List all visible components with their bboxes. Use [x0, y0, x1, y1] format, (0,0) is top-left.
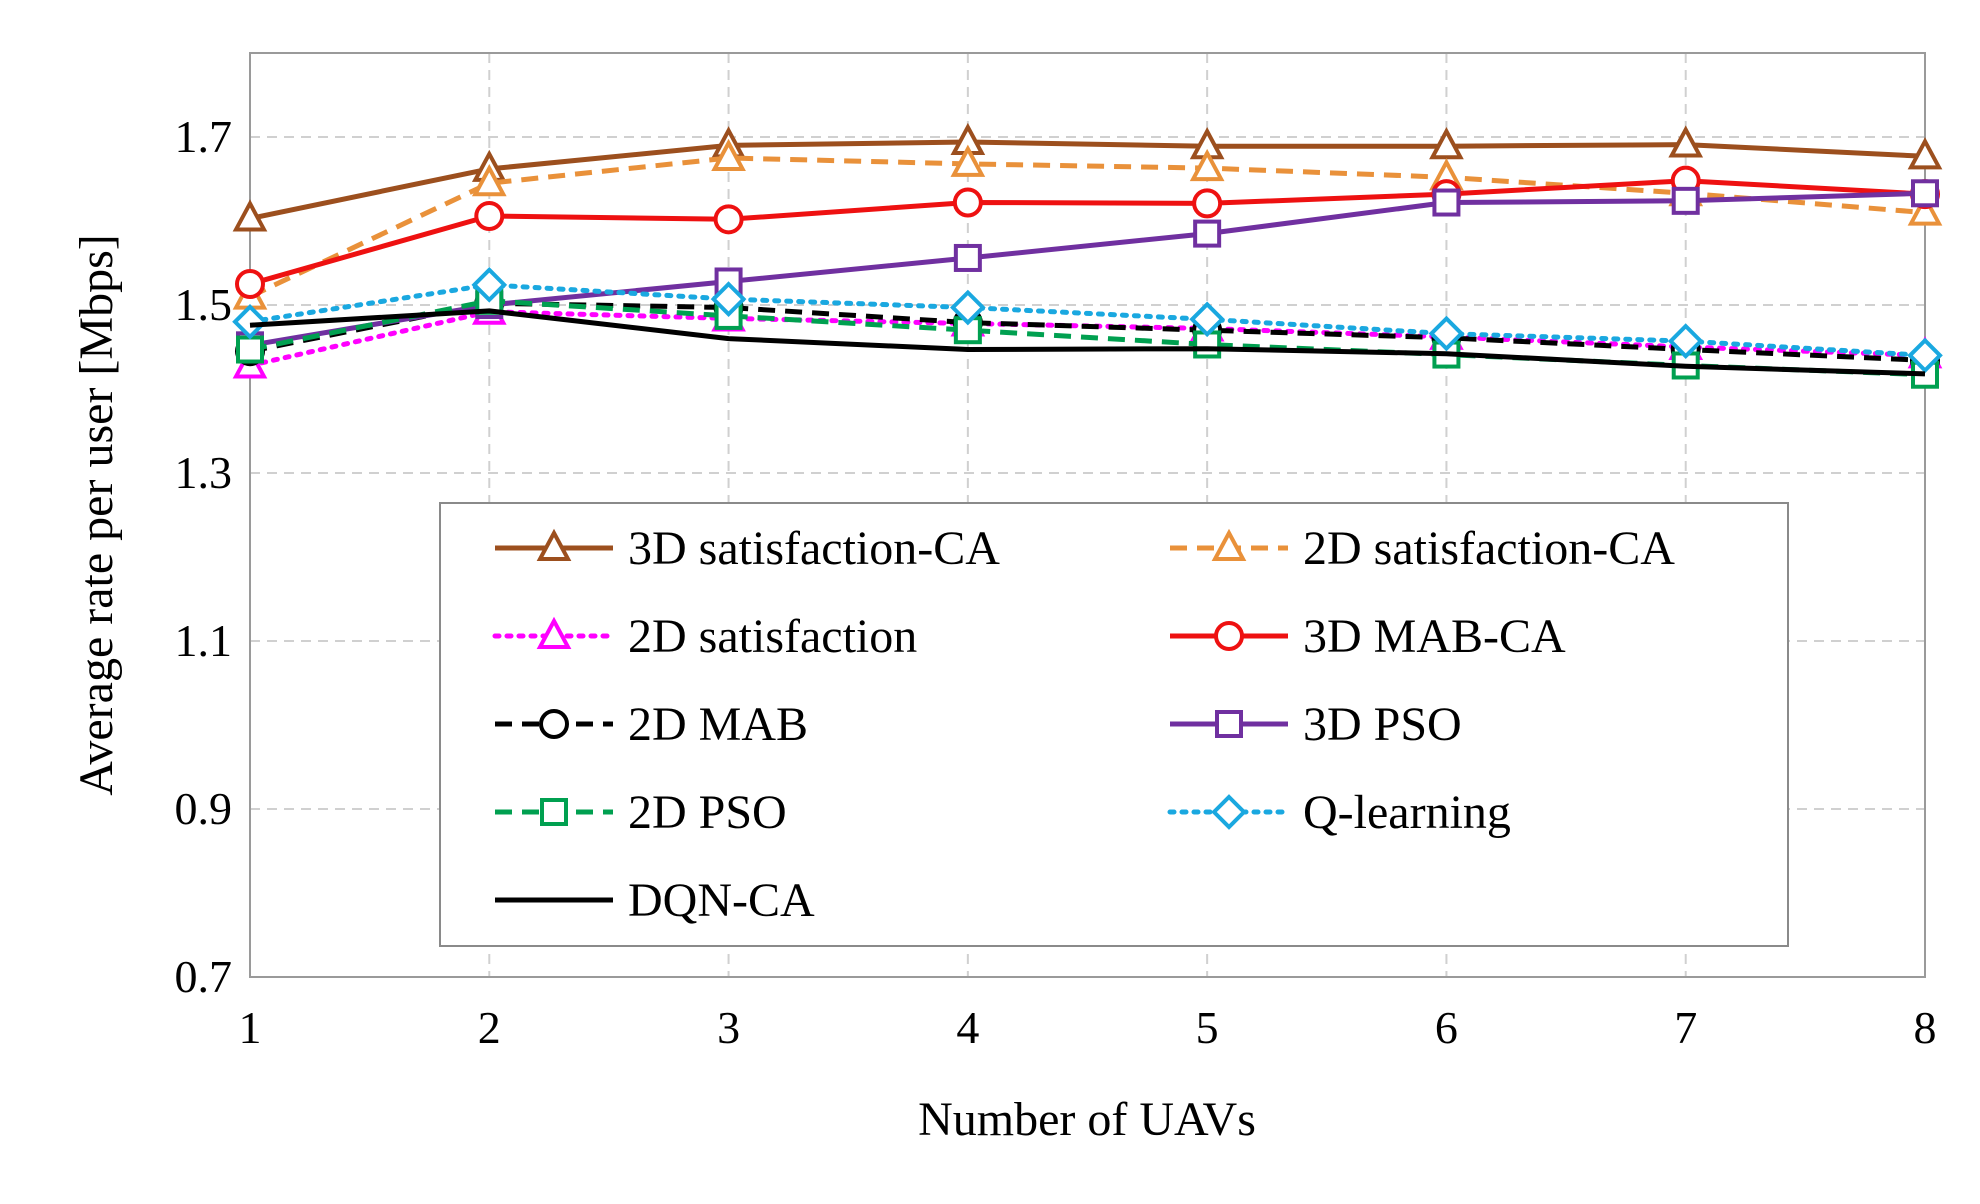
x-tick-label: 5: [1196, 1002, 1219, 1053]
data-point: [1428, 315, 1465, 352]
data-point: [232, 199, 268, 232]
data-point: [950, 289, 986, 326]
data-point: [713, 204, 744, 235]
legend-entry: 2D PSO: [495, 786, 787, 839]
series-line: [248, 155, 1926, 299]
y-axis-title: Average rate per user [Mbps]: [70, 234, 123, 796]
legend-entry: 2D MAB: [495, 698, 808, 751]
data-point: [1668, 125, 1704, 158]
data-point: [711, 138, 746, 171]
data-point: [1189, 148, 1225, 182]
data-point: [236, 335, 264, 364]
x-tick-label: 3: [717, 1002, 740, 1053]
legend-label: 2D PSO: [628, 786, 787, 839]
series-line: [249, 298, 1926, 378]
series-layer: [232, 122, 1943, 389]
legend: 3D satisfaction-CA 2D satisfaction-CA 2D s…: [439, 502, 1789, 947]
legend-label: 2D MAB: [628, 698, 808, 751]
data-point: [1911, 179, 1939, 208]
data-point: [953, 243, 982, 272]
y-tick-label: 0.7: [175, 951, 233, 1002]
data-point: [1907, 193, 1943, 226]
data-point: [471, 267, 508, 303]
series-line: [249, 308, 1926, 377]
y-tick-label: 1.3: [175, 447, 233, 498]
series-line: [247, 282, 1928, 358]
legend-label: 3D MAB-CA: [1303, 610, 1566, 663]
legend-swatch-marker: [539, 709, 569, 739]
data-point: [471, 163, 507, 197]
legend-label: 3D satisfaction-CA: [628, 522, 1000, 575]
data-point: [1189, 301, 1225, 338]
data-point: [232, 303, 268, 340]
x-axis-title: Number of UAVs: [918, 1093, 1256, 1146]
data-point: [1907, 137, 1943, 170]
legend-entry: 3D MAB-CA: [1170, 610, 1566, 663]
series-line: [249, 178, 1926, 287]
y-tick-label: 0.9: [175, 783, 233, 834]
x-tick-label: 4: [956, 1002, 979, 1053]
x-tick-label: 8: [1914, 1002, 1937, 1053]
data-point: [1907, 337, 1943, 374]
x-tick-label: 7: [1674, 1002, 1697, 1053]
data-point: [474, 200, 505, 231]
x-tick-label: 6: [1435, 1002, 1458, 1053]
series-line: [249, 139, 1926, 221]
legend-entry: 3D satisfaction-CA: [495, 522, 1000, 575]
legend-entry: DQN-CA: [495, 874, 815, 927]
y-tick-label: 1.1: [175, 615, 233, 666]
y-tick-label: 1.7: [175, 111, 233, 162]
legend-swatch-marker: [1211, 794, 1247, 830]
data-point: [1432, 188, 1461, 217]
legend-swatch-marker: [536, 616, 572, 649]
y-tick-label: 1.5: [175, 279, 233, 330]
x-tick-label: 2: [478, 1002, 501, 1053]
legend-swatch-marker: [540, 798, 568, 826]
legend-swatch-marker: [1211, 528, 1247, 561]
data-point: [1192, 188, 1223, 219]
plot-area-frame: [249, 52, 1926, 978]
data-point: [952, 187, 983, 218]
legend-swatch-marker: [536, 528, 572, 561]
data-point: [1193, 219, 1222, 248]
series-dqn-ca: [249, 308, 1926, 377]
legend-entry: 3D PSO: [1170, 698, 1462, 751]
x-axis-ticks: 1 2 3 4 5 6 7 8: [239, 1002, 1937, 1053]
legend-label: DQN-CA: [628, 874, 815, 927]
data-point: [1429, 127, 1464, 160]
y-axis-ticks: 0.7 0.9 1.1 1.3 1.5 1.7: [175, 111, 233, 1002]
legend-box: [439, 502, 1789, 947]
legend-entry: 2D satisfaction: [492, 610, 917, 663]
x-tick-label: 1: [239, 1002, 262, 1053]
legend-label: 2D satisfaction: [628, 610, 917, 663]
legend-label: 2D satisfaction-CA: [1303, 522, 1675, 575]
legend-swatch-marker: [1214, 621, 1244, 651]
data-point: [1671, 186, 1700, 215]
series-q-learning: [232, 267, 1943, 374]
legend-swatch-marker: [1215, 710, 1243, 738]
legend-entry: 2D satisfaction-CA: [1170, 522, 1675, 575]
legend-label: 3D PSO: [1303, 698, 1462, 751]
data-point: [710, 281, 747, 317]
data-point: [235, 269, 265, 299]
data-point: [950, 144, 986, 177]
data-point: [1667, 323, 1704, 359]
legend-entry: Q-learning: [1167, 786, 1511, 839]
legend-label: Q-learning: [1303, 786, 1511, 839]
